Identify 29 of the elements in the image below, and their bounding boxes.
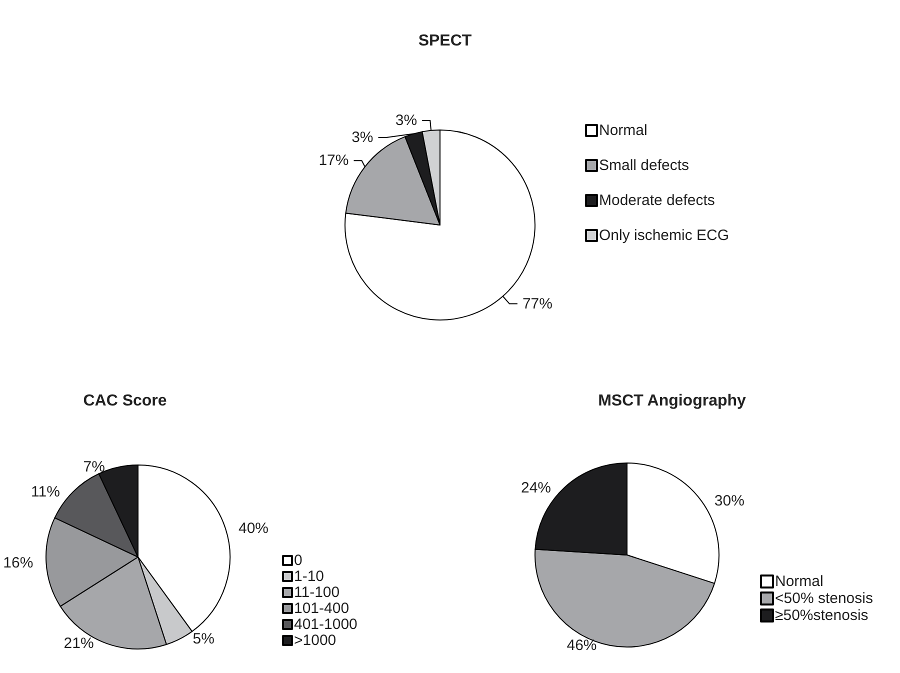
legend-label: <50% stenosis	[775, 590, 873, 607]
data-label: 21%	[64, 635, 94, 652]
chart-title: MSCT Angiography	[598, 392, 746, 410]
legend-label: Small defects	[599, 157, 690, 174]
data-label: 3%	[395, 112, 418, 129]
legend-label: Normal	[775, 573, 824, 590]
data-label: 24%	[520, 479, 552, 496]
data-label: 30%	[714, 492, 744, 510]
legend-label: 1-10	[294, 568, 324, 585]
chart-title: CAC Score	[83, 392, 167, 410]
legend-label: Normal	[599, 122, 648, 139]
data-label: 46%	[566, 636, 597, 654]
data-label: 5%	[192, 630, 214, 648]
legend-label: ≥50%stenosis	[775, 607, 868, 624]
legend-label: 11-100	[294, 584, 340, 601]
legend-label: Only ischemic ECG	[599, 227, 730, 244]
legend-label: Moderate defects	[599, 192, 715, 209]
data-label: 3%	[352, 128, 374, 146]
legend-label: 101-400	[294, 600, 350, 617]
data-label: 11%	[31, 483, 60, 500]
legend-label: 401-1000	[294, 616, 358, 633]
data-label: 16%	[3, 554, 34, 572]
data-label: 7%	[83, 458, 105, 476]
data-label: 17%	[318, 152, 349, 170]
legend-label: >1000	[294, 632, 336, 649]
data-label: 77%	[522, 295, 552, 312]
legend-label: 0	[294, 552, 302, 569]
chart-title: SPECT	[418, 32, 472, 50]
data-label: 40%	[238, 520, 269, 538]
